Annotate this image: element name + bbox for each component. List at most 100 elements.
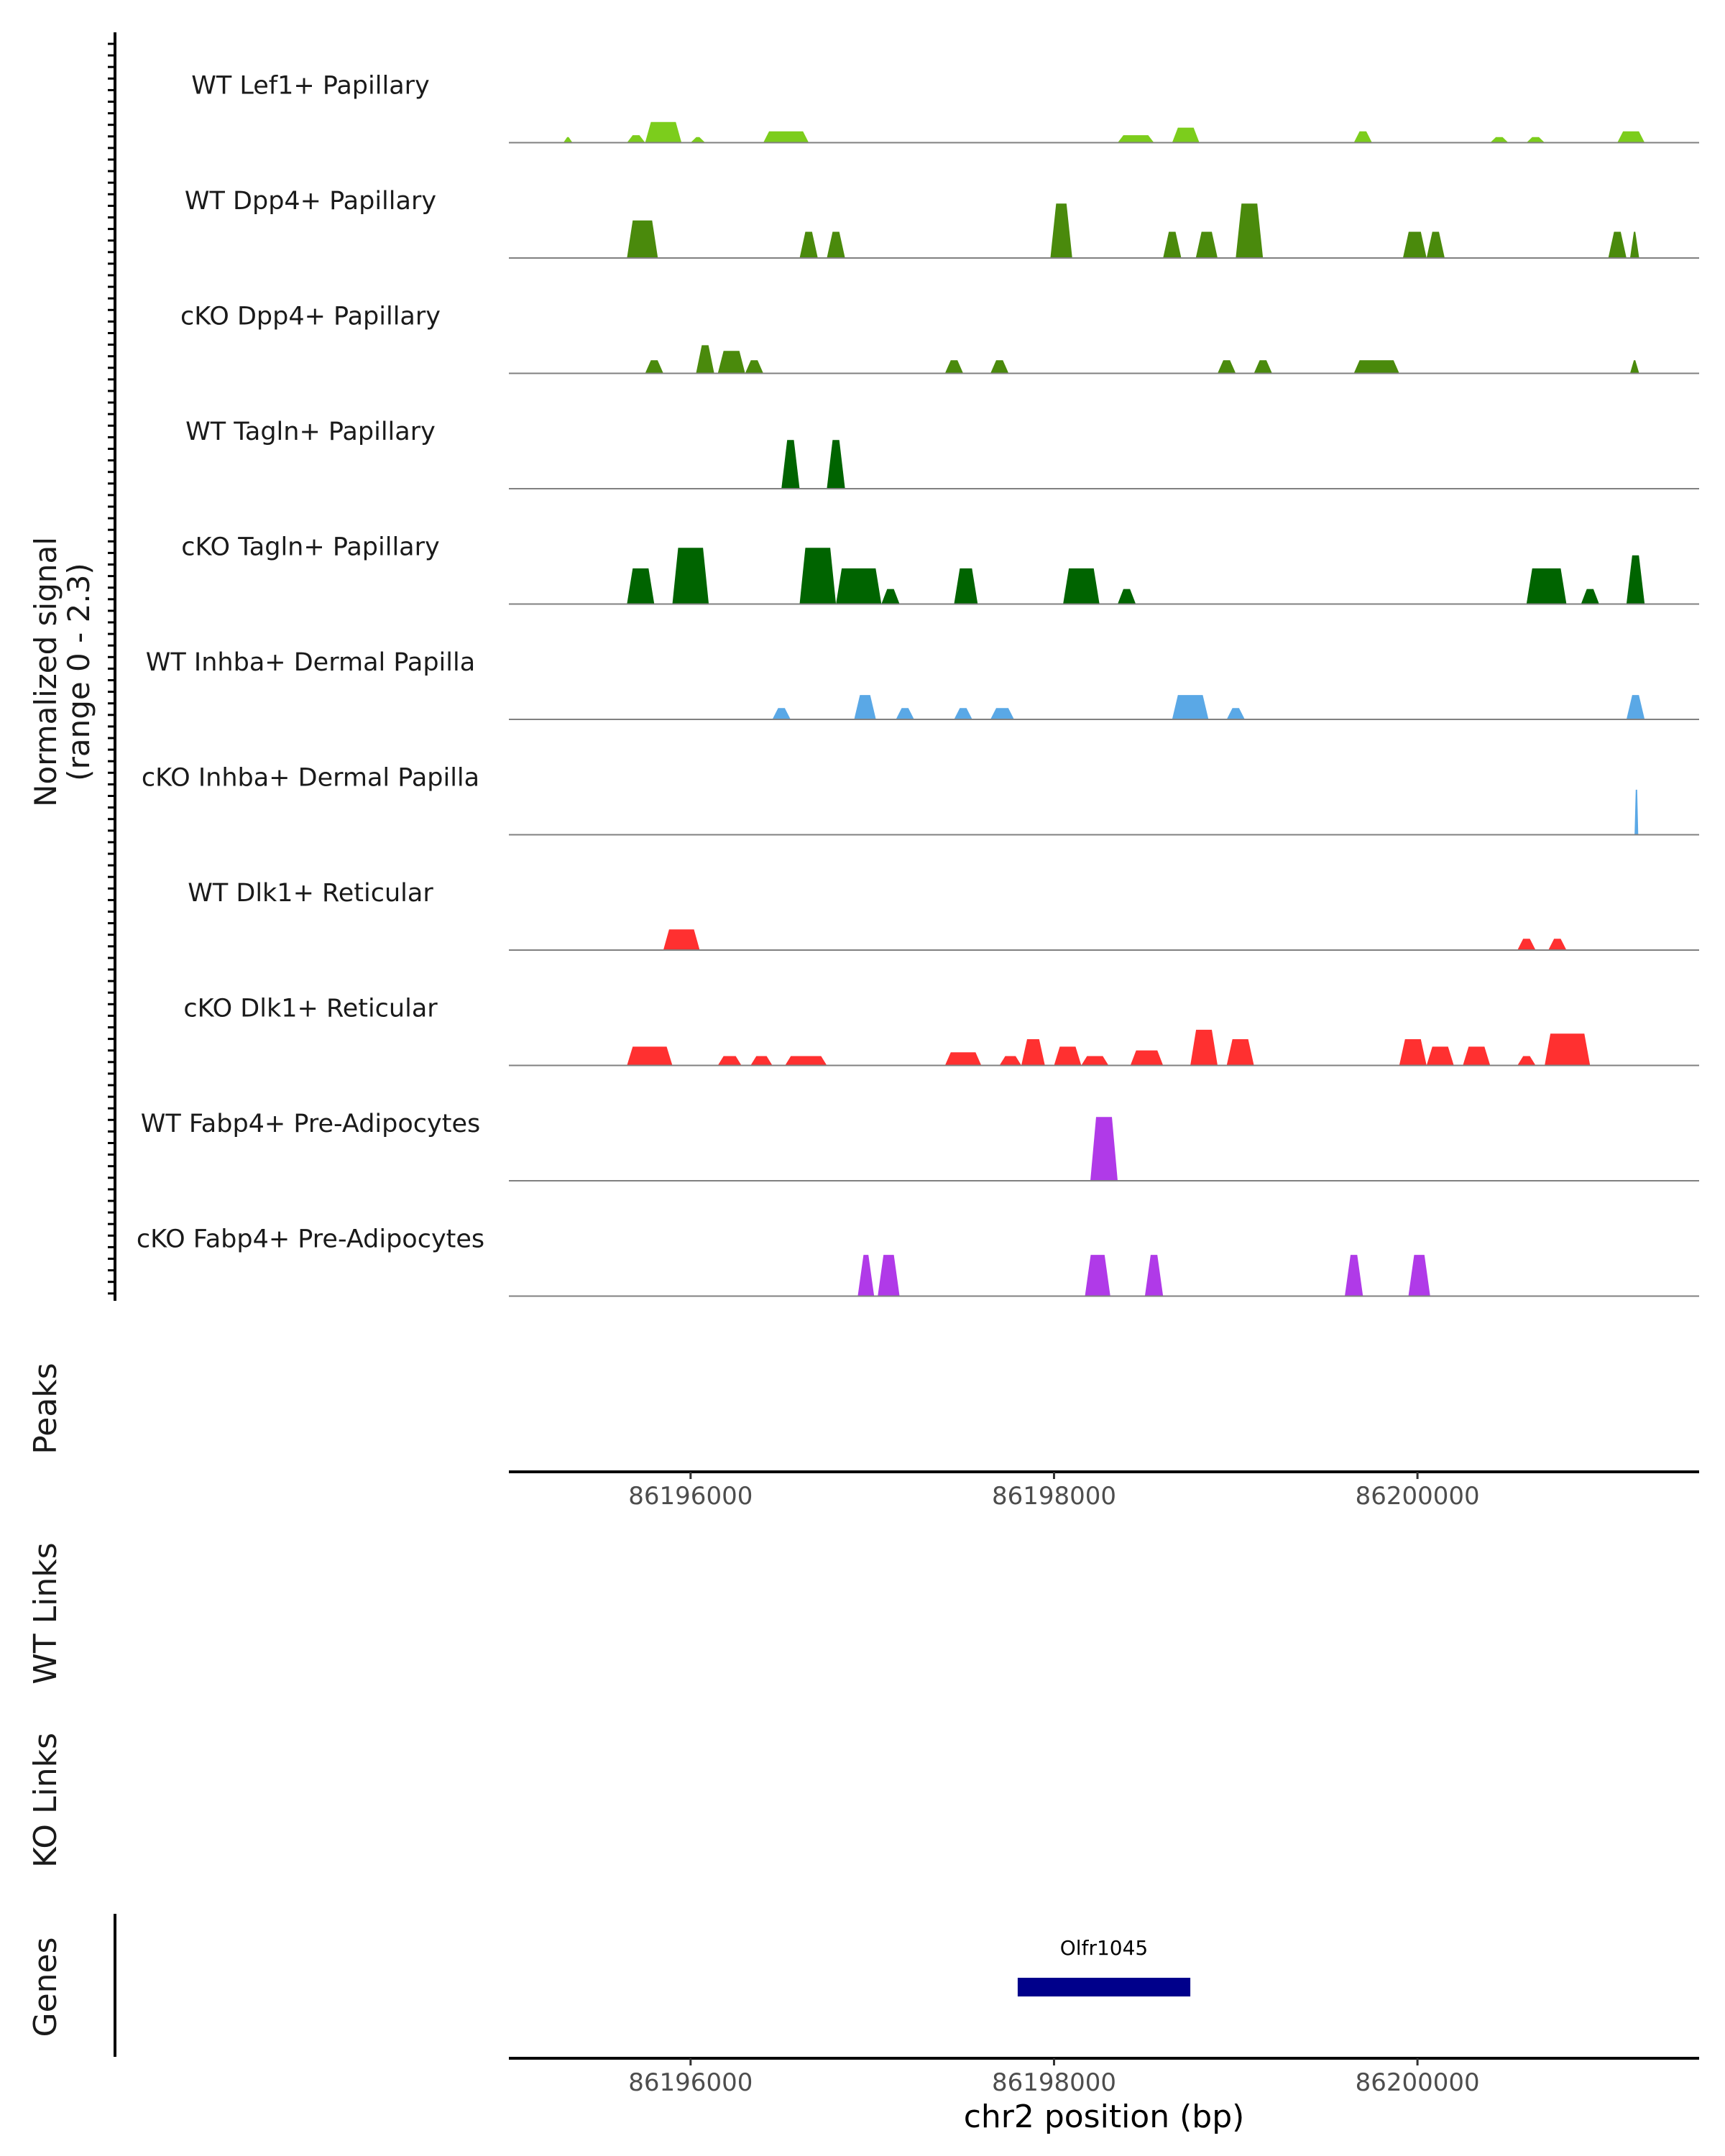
coverage-peak xyxy=(1254,360,1272,374)
track-cko-dpp4-papillary: cKO Dpp4+ Papillary xyxy=(180,303,1699,374)
coverage-peak xyxy=(1130,1050,1164,1066)
track-label: WT Lef1+ Papillary xyxy=(191,72,430,101)
coverage-peak xyxy=(1226,1039,1254,1066)
coverage-peak xyxy=(836,568,882,604)
coverage-peak xyxy=(563,137,573,143)
coverage-peak xyxy=(1172,127,1200,143)
coverage-peak xyxy=(1526,568,1567,604)
coverage-peak xyxy=(1463,1046,1491,1066)
coverage-peak xyxy=(1218,360,1236,374)
coverage-peak xyxy=(1081,1056,1109,1066)
coverage-peak xyxy=(954,568,978,604)
coverage-peak xyxy=(750,1056,773,1066)
wt-links-panel-label: WT Links xyxy=(27,1542,64,1684)
peaks-x-axis-ticks: 86196000 86198000 86200000 xyxy=(628,1472,1480,1511)
coverage-peak xyxy=(1608,231,1627,258)
x-axis-tick-label: 86196000 xyxy=(628,2068,753,2097)
coverage-peak xyxy=(627,220,658,258)
coverage-peak xyxy=(785,1056,827,1066)
coverage-peak xyxy=(1144,1255,1164,1296)
coverage-peak xyxy=(990,360,1009,374)
track-wt-fabp4-pre-adipocytes: WT Fabp4+ Pre-Adipocytes xyxy=(141,1110,1699,1181)
coverage-peak xyxy=(1345,1255,1363,1296)
coverage-peak xyxy=(1085,1255,1110,1296)
coverage-peak xyxy=(1426,1046,1454,1066)
coverage-peak xyxy=(827,231,845,258)
coverage-peak xyxy=(1353,360,1399,374)
coverage-peak xyxy=(745,360,763,374)
gene-olfr1045: Olfr1045 xyxy=(1017,1936,1191,1996)
coverage-peak xyxy=(763,131,809,143)
coverage-peak xyxy=(1408,1255,1430,1296)
peaks-panel-label: Peaks xyxy=(27,1363,64,1454)
track-cko-dlk1-reticular: cKO Dlk1+ Reticular xyxy=(183,995,1699,1067)
coverage-peak xyxy=(827,440,845,489)
track-label: WT Dlk1+ Reticular xyxy=(188,879,433,908)
coverage-peak xyxy=(896,708,914,719)
coverage-peak xyxy=(1236,203,1264,258)
coverage-peak xyxy=(944,1052,982,1066)
coverage-peak xyxy=(799,231,818,258)
coverage-peak xyxy=(663,929,700,950)
signal-axis-label: Normalized signal xyxy=(28,537,63,807)
coverage-peak xyxy=(645,121,682,143)
coverage-peak xyxy=(1517,939,1536,950)
coverage-peak xyxy=(881,589,900,604)
track-wt-inhba-dermal-papilla: WT Inhba+ Dermal Papilla xyxy=(146,648,1699,720)
track-label: WT Fabp4+ Pre-Adipocytes xyxy=(141,1110,480,1138)
coverage-peak xyxy=(1226,708,1245,719)
coverage-peak xyxy=(672,548,709,604)
coverage-peak xyxy=(1195,231,1218,258)
track-label: cKO Tagln+ Papillary xyxy=(181,533,440,562)
coverage-peak xyxy=(717,351,745,374)
coverage-peak xyxy=(1163,231,1182,258)
track-wt-lef1-papillary: WT Lef1+ Papillary xyxy=(191,72,1699,144)
coverage-peak xyxy=(1426,231,1445,258)
coverage-peak xyxy=(1626,555,1645,604)
coverage-peak xyxy=(627,135,645,143)
coverage-peak xyxy=(1626,695,1645,719)
coverage-peak xyxy=(990,708,1014,719)
track-wt-dlk1-reticular: WT Dlk1+ Reticular xyxy=(188,879,1699,951)
coverage-peak xyxy=(878,1255,900,1296)
track-label: cKO Dlk1+ Reticular xyxy=(183,995,438,1023)
coverage-peak xyxy=(1634,789,1639,835)
coverage-peak xyxy=(772,708,791,719)
x-axis-title: chr2 position (bp) xyxy=(964,2099,1245,2135)
x-axis-tick-label: 86198000 xyxy=(992,1482,1116,1511)
signal-axis-ticks xyxy=(108,42,115,1295)
track-wt-dpp4-papillary: WT Dpp4+ Papillary xyxy=(185,187,1699,259)
ko-links-panel-label: KO Links xyxy=(27,1733,64,1868)
x-axis-tick-label: 86196000 xyxy=(628,1482,753,1511)
gene-label: Olfr1045 xyxy=(1060,1936,1148,1960)
gene-body xyxy=(1017,1978,1191,1996)
x-axis-tick-label: 86200000 xyxy=(1356,1482,1480,1511)
track-label: WT Dpp4+ Papillary xyxy=(185,187,436,216)
coverage-peak xyxy=(1629,231,1639,258)
coverage-peak xyxy=(1490,137,1509,143)
coverage-peak xyxy=(627,568,655,604)
track-label: WT Inhba+ Dermal Papilla xyxy=(146,648,475,677)
coverage-peak xyxy=(954,708,972,719)
coverage-peak xyxy=(1548,939,1567,950)
coverage-peak xyxy=(781,440,800,489)
coverage-peak xyxy=(799,548,837,604)
coverage-peak xyxy=(1118,589,1136,604)
gene-annotations: Olfr1045 xyxy=(1017,1936,1191,1996)
coverage-peak xyxy=(717,1056,742,1066)
track-cko-fabp4-pre-adipocytes: cKO Fabp4+ Pre-Adipocytes xyxy=(137,1225,1699,1297)
genes-x-axis-ticks: 86196000 86198000 86200000 xyxy=(628,2058,1480,2097)
coverage-peak xyxy=(1581,589,1599,604)
coverage-peak xyxy=(1063,568,1100,604)
genes-panel-label: Genes xyxy=(27,1937,64,2037)
coverage-peak xyxy=(627,1046,673,1066)
coverage-peak xyxy=(944,360,964,374)
track-cko-inhba-dermal-papilla: cKO Inhba+ Dermal Papilla xyxy=(142,764,1699,836)
x-axis-tick-label: 86198000 xyxy=(992,2068,1116,2097)
coverage-peak xyxy=(1526,137,1545,143)
signal-axis-range-label: (range 0 - 2.3) xyxy=(61,563,96,781)
coverage-peak xyxy=(854,695,876,719)
coverage-peak xyxy=(1353,131,1372,143)
track-wt-tagln-papillary: WT Tagln+ Papillary xyxy=(185,418,1699,489)
